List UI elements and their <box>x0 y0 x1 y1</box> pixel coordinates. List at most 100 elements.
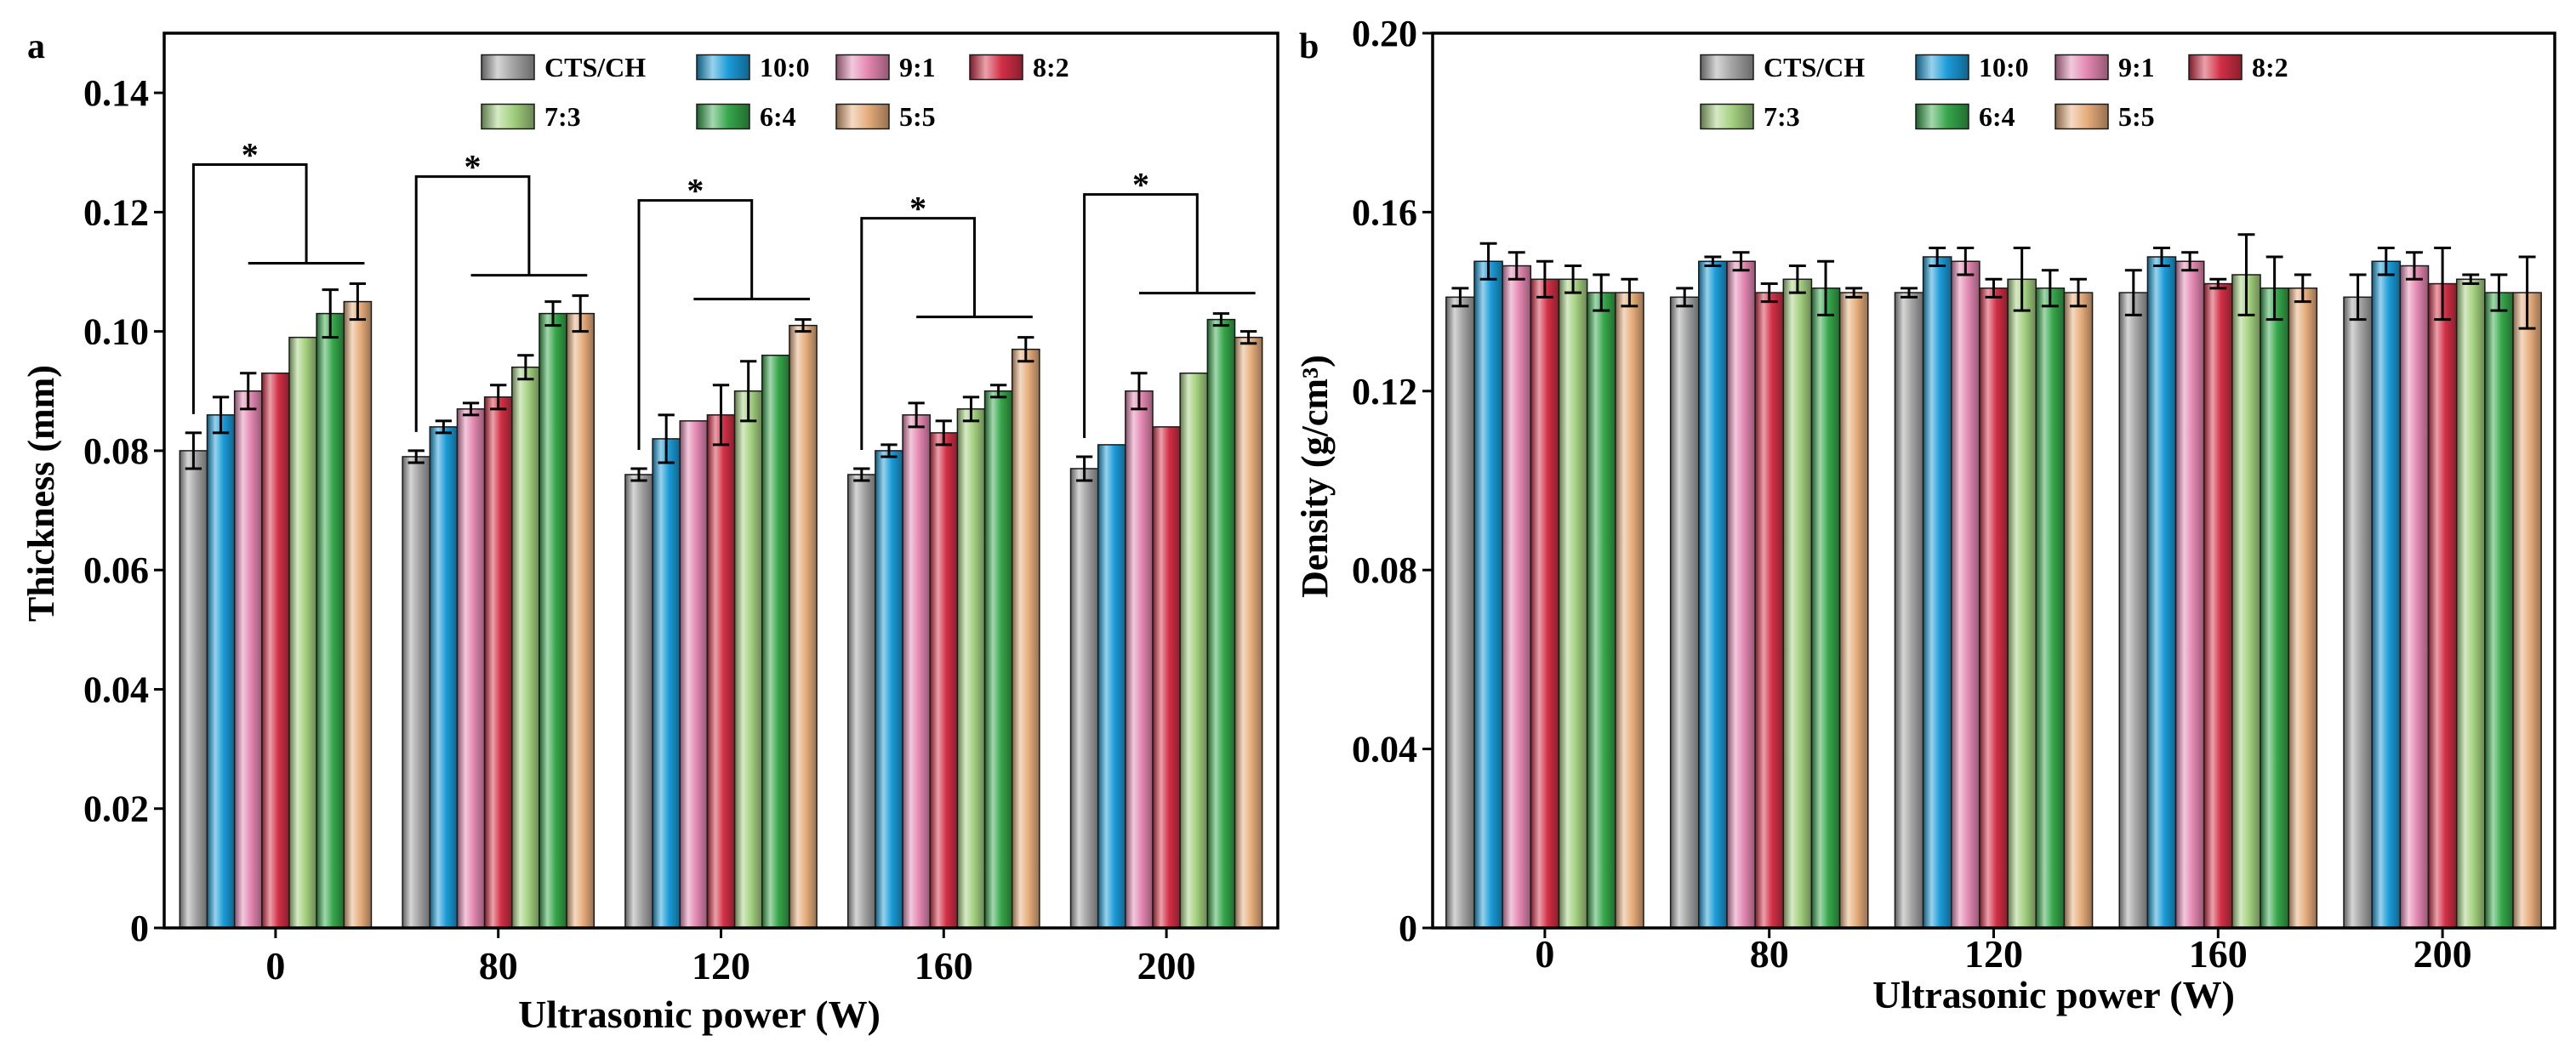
bar-9-1-200 <box>2399 265 2430 929</box>
x-tick-label: 0 <box>265 944 285 987</box>
error-bar-5-5-80 <box>572 294 589 333</box>
legend-label-5-5: 5:5 <box>2118 101 2155 132</box>
error-bar-cts-ch-200 <box>1075 455 1093 482</box>
error-bars <box>185 282 1257 482</box>
error-bar-6-4-80 <box>1817 259 1834 316</box>
x-tick-label: 160 <box>915 944 973 987</box>
bar-8-2-160 <box>929 432 959 929</box>
legend-label-6-4: 6:4 <box>760 101 796 132</box>
bar-7-3-160 <box>956 408 986 929</box>
error-bar-10-0-120 <box>658 413 675 464</box>
x-tick-label: 0 <box>1535 932 1554 976</box>
y-tick-label: 0.12 <box>83 191 149 233</box>
bar-10-0-200 <box>2371 260 2402 929</box>
error-bar-cts-ch-0 <box>1451 287 1469 308</box>
error-bar-9-1-0 <box>1507 251 1525 281</box>
error-bar-10-0-0 <box>1479 242 1497 281</box>
error-bar-6-4-160 <box>2265 255 2283 321</box>
bar-5-5-0 <box>343 300 373 929</box>
error-bar-cts-ch-120 <box>630 467 647 482</box>
significance-bracket <box>637 199 754 450</box>
bar-6-4-160 <box>983 390 1013 929</box>
bar-6-4-0 <box>1586 292 1616 929</box>
error-bar-5-5-120 <box>2070 277 2087 308</box>
bar-7-3-80 <box>511 366 540 929</box>
error-bar-10-0-160 <box>881 443 898 458</box>
bar-8-2-160 <box>2203 282 2233 929</box>
legend-swatch-6-4 <box>1915 103 1969 130</box>
error-bar-cts-ch-160 <box>2124 269 2142 316</box>
legend-swatch-8-2 <box>2188 54 2243 81</box>
error-bar-cts-ch-160 <box>853 467 870 482</box>
error-bar-cts-ch-80 <box>1676 287 1694 308</box>
error-bar-9-1-200 <box>1131 372 1148 411</box>
bar-cts-ch-120 <box>624 474 653 929</box>
bar-cts-ch-160 <box>2118 292 2149 929</box>
error-bar-8-2-120 <box>1985 277 2003 299</box>
significance-0: * <box>191 136 365 414</box>
bar-cts-ch-120 <box>1894 292 1924 929</box>
legend-item-6-4: 6:4 <box>696 101 796 132</box>
bar-9-1-80 <box>1726 260 1756 929</box>
legend-swatch-8-2 <box>969 54 1023 81</box>
bar-8-2-0 <box>1530 278 1560 929</box>
error-bar-8-2-80 <box>1760 282 1778 304</box>
bar-cts-ch-0 <box>1445 296 1475 929</box>
bar-6-4-0 <box>316 312 345 929</box>
bar-5-5-0 <box>1615 292 1644 929</box>
panel-b-density-chart: 0 0.04 0.08 0.12 0.16 0.20 0 80 120 160 200 Ultraso… <box>1294 13 2556 1016</box>
legend-item-9-1: 9:1 <box>835 52 936 83</box>
significance-bracket <box>414 175 531 432</box>
legend-swatch-6-4 <box>696 103 750 130</box>
error-bar-6-4-160 <box>989 384 1007 399</box>
error-bar-8-2-0 <box>1536 259 1553 299</box>
y-axis: 0 0.02 0.04 0.06 0.08 0.10 0.12 0.14 <box>83 72 164 949</box>
panel-a-thickness-chart: 0 0.02 0.04 0.06 0.08 0.10 0.12 0.14 0 80 120 160 20… <box>20 27 1279 1036</box>
x-tick-label: 200 <box>2414 932 2472 976</box>
legend-label-10-0: 10:0 <box>760 52 810 83</box>
bar-8-2-200 <box>2427 282 2458 929</box>
error-bar-cts-ch-0 <box>185 431 202 470</box>
legend-swatch-7-3 <box>1700 103 1754 130</box>
bar-cts-ch-160 <box>846 474 876 929</box>
error-bar-10-0-160 <box>2153 246 2170 268</box>
legend: CTS/CH 10:0 9:1 8:2 7:3 6:4 5:5 <box>481 52 1069 132</box>
legend: CTS/CH 10:0 9:1 8:2 7:3 6:4 5:5 <box>1700 52 2288 132</box>
legend-item-6-4: 6:4 <box>1915 101 2015 132</box>
error-bar-7-3-160 <box>962 395 980 423</box>
error-bar-7-3-160 <box>2237 233 2255 316</box>
bar-10-0-80 <box>429 426 459 929</box>
bar-9-1-0 <box>1502 265 1532 929</box>
significance-star: * <box>242 136 259 174</box>
bar-6-4-200 <box>2484 292 2514 929</box>
legend-label-cts-ch: CTS/CH <box>544 52 646 83</box>
error-bar-10-0-200 <box>2377 246 2395 276</box>
error-bar-7-3-80 <box>1788 265 1806 294</box>
legend-item-5-5: 5:5 <box>835 101 936 132</box>
bar-7-3-0 <box>1558 278 1588 929</box>
bar-5-5-120 <box>789 324 818 929</box>
y-tick-label: 0.20 <box>1352 13 1417 54</box>
legend-label-7-3: 7:3 <box>1764 101 1800 132</box>
error-bar-5-5-120 <box>795 318 812 333</box>
y-tick-label: 0 <box>130 908 149 949</box>
bar-10-0-160 <box>875 450 903 929</box>
error-bar-6-4-0 <box>322 288 339 339</box>
error-bar-8-2-200 <box>2434 246 2452 321</box>
x-tick-label: 160 <box>2189 932 2248 976</box>
bar-10-0-200 <box>1097 444 1126 929</box>
bar-8-2-80 <box>483 396 513 929</box>
legend-swatch-10-0 <box>1915 54 1969 81</box>
x-tick-label: 120 <box>692 944 750 987</box>
y-tick-label: 0.08 <box>83 430 149 472</box>
legend-item-8-2: 8:2 <box>2188 52 2288 83</box>
significance-star: * <box>1132 166 1149 204</box>
bar-5-5-160 <box>2288 287 2318 929</box>
error-bar-10-0-0 <box>212 395 230 435</box>
panel-label: b <box>1299 27 1319 66</box>
error-bar-7-3-120 <box>740 360 757 423</box>
error-bar-6-4-0 <box>1593 273 1610 312</box>
bar-7-3-0 <box>288 336 317 929</box>
y-axis: 0 0.04 0.08 0.12 0.16 0.20 <box>1352 13 1433 949</box>
